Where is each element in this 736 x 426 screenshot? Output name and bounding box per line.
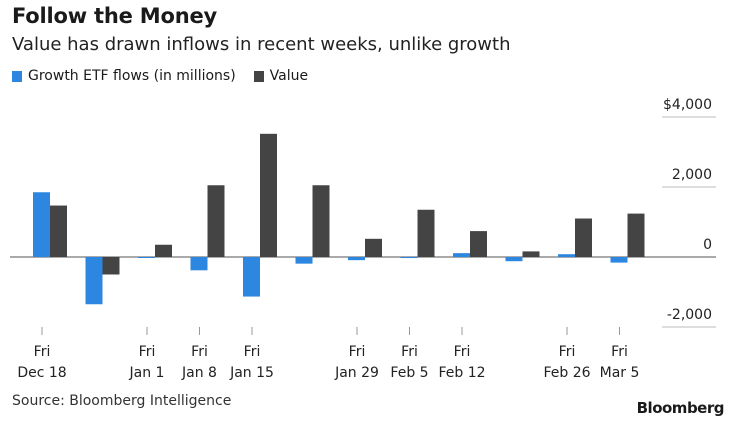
bar-growth — [295, 257, 313, 264]
bar-value — [365, 238, 382, 257]
x-tick-date: Jan 8 — [181, 365, 217, 381]
x-tick-date: Feb 12 — [438, 365, 485, 381]
legend-item-growth: Growth ETF flows (in millions) — [12, 68, 236, 84]
x-tick-date: Feb 26 — [543, 365, 590, 381]
legend-swatch-value — [253, 70, 264, 82]
bar-value — [102, 257, 120, 275]
x-tick-day: Fri — [611, 344, 628, 360]
y-tick-label: 0 — [703, 237, 712, 253]
bar-growth — [505, 257, 523, 262]
bar-value — [522, 251, 540, 257]
chart-title: Follow the Money — [12, 4, 218, 28]
bar-growth — [33, 192, 50, 257]
x-tick-day: Fri — [454, 344, 471, 360]
x-tick-date: Dec 18 — [17, 365, 66, 381]
bar-value — [470, 231, 487, 257]
legend: Growth ETF flows (in millions) Value — [12, 68, 318, 84]
x-tick-day: Fri — [401, 344, 418, 360]
x-tick-day: Fri — [349, 344, 366, 360]
x-tick-date: Feb 5 — [390, 365, 428, 381]
bar-value — [260, 133, 277, 257]
x-tick-day: Fri — [244, 344, 261, 360]
y-tick-label: 2,000 — [672, 167, 712, 183]
bar-growth — [453, 253, 470, 257]
bar-growth — [348, 257, 365, 261]
bar-growth — [400, 257, 418, 259]
source-note: Source: Bloomberg Intelligence — [12, 393, 232, 409]
bar-value — [155, 244, 172, 257]
x-tick-day: Fri — [559, 344, 576, 360]
legend-swatch-growth — [12, 70, 22, 82]
legend-label-value: Value — [269, 68, 309, 84]
chart-subtitle: Value has drawn inflows in recent weeks,… — [12, 34, 511, 55]
bar-growth — [243, 257, 260, 297]
bar-value — [575, 218, 592, 257]
bar-value — [50, 205, 67, 257]
bar-value — [312, 185, 330, 257]
brand-logo: Bloomberg — [636, 399, 725, 417]
bar-growth — [138, 257, 155, 258]
x-tick-day: Fri — [191, 344, 208, 360]
y-tick-label: -2,000 — [667, 307, 712, 323]
bar-growth — [85, 257, 103, 305]
bar-growth — [558, 254, 575, 257]
bar-growth — [610, 257, 628, 263]
bar-value — [207, 185, 225, 257]
x-tick-date: Jan 29 — [334, 365, 379, 381]
x-tick-date: Jan 1 — [129, 365, 165, 381]
x-tick-date: Jan 15 — [229, 365, 274, 381]
bar-value — [417, 209, 435, 257]
legend-item-value: Value — [253, 68, 309, 84]
x-tick-day: Fri — [139, 344, 156, 360]
bar-growth — [190, 257, 208, 271]
bar-value — [627, 213, 645, 257]
y-tick-label: $4,000 — [663, 97, 712, 113]
x-tick-day: Fri — [34, 344, 51, 360]
legend-label-growth: Growth ETF flows (in millions) — [28, 68, 236, 84]
x-tick-date: Mar 5 — [600, 365, 640, 381]
